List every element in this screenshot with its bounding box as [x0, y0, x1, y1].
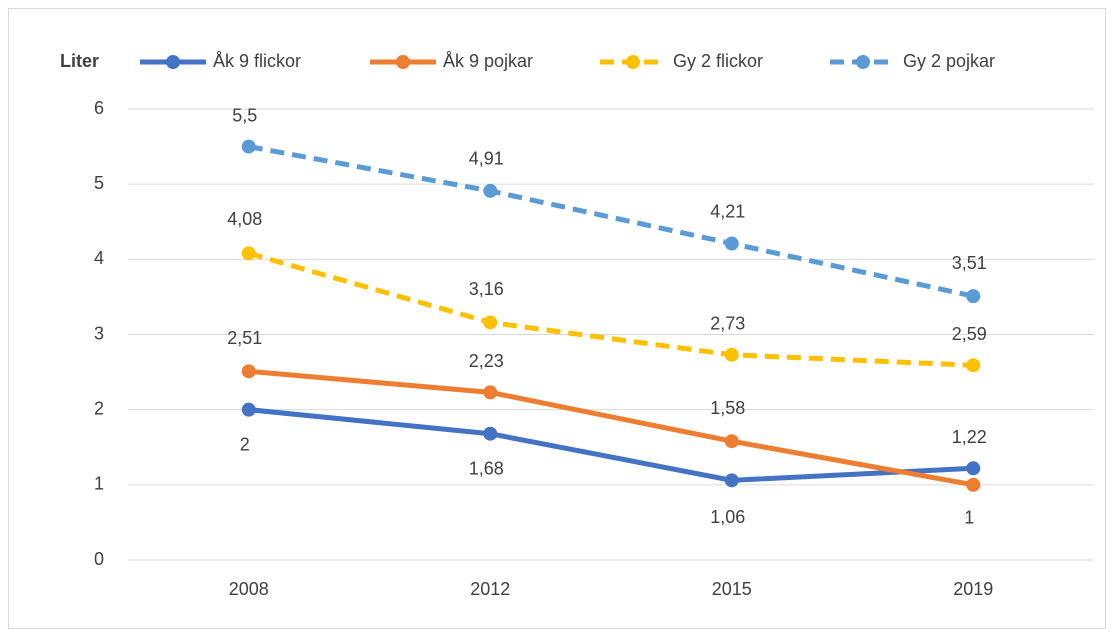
data-label: 4,91 — [469, 149, 504, 169]
data-label: 2,73 — [710, 314, 745, 334]
data-point — [724, 236, 739, 251]
legend-label: Gy 2 pojkar — [903, 51, 995, 71]
data-point — [483, 426, 498, 441]
data-label: 1,06 — [710, 507, 745, 527]
legend-label: Gy 2 flickor — [673, 51, 763, 71]
y-tick-label: 3 — [94, 323, 104, 343]
x-tick-label: 2019 — [953, 579, 993, 599]
legend-marker — [166, 55, 180, 69]
x-tick-label: 2015 — [712, 579, 752, 599]
data-point — [241, 246, 256, 261]
data-label: 2,51 — [227, 328, 262, 348]
y-tick-label: 4 — [94, 248, 104, 268]
data-point — [241, 139, 256, 154]
legend-marker — [626, 55, 640, 69]
data-label: 4,21 — [710, 201, 745, 221]
chart-frame — [8, 8, 1106, 629]
data-point — [966, 461, 981, 476]
data-label: 1 — [964, 508, 974, 528]
data-point — [966, 477, 981, 492]
data-point — [483, 183, 498, 198]
legend-label: Åk 9 pojkar — [443, 51, 533, 71]
data-label: 1,58 — [710, 398, 745, 418]
y-axis-label: Liter — [60, 51, 99, 71]
data-label: 3,51 — [952, 253, 987, 273]
data-point — [241, 364, 256, 379]
y-tick-label: 5 — [94, 173, 104, 193]
y-tick-label: 1 — [94, 474, 104, 494]
data-label: 1,22 — [952, 427, 987, 447]
y-tick-label: 0 — [94, 549, 104, 569]
y-tick-label: 6 — [94, 98, 104, 118]
y-tick-label: 2 — [94, 398, 104, 418]
data-label: 3,16 — [469, 279, 504, 299]
data-label: 2,59 — [952, 324, 987, 344]
series-line — [248, 144, 974, 299]
data-point — [724, 347, 739, 362]
series-line — [248, 407, 974, 483]
legend-marker — [396, 55, 410, 69]
data-point — [483, 315, 498, 330]
x-tick-label: 2008 — [229, 579, 269, 599]
data-label: 5,5 — [232, 105, 257, 125]
data-point — [724, 434, 739, 449]
data-label: 4,08 — [227, 209, 262, 229]
data-label: 1,68 — [469, 458, 504, 478]
legend-label: Åk 9 flickor — [213, 51, 301, 71]
legend-marker — [856, 55, 870, 69]
data-label: 2 — [240, 434, 250, 454]
x-tick-label: 2012 — [470, 579, 510, 599]
series-line — [248, 368, 974, 488]
data-label: 2,23 — [469, 351, 504, 371]
data-point — [966, 289, 981, 304]
data-point — [483, 385, 498, 400]
data-point — [724, 473, 739, 488]
data-point — [966, 358, 981, 373]
data-point — [241, 402, 256, 417]
